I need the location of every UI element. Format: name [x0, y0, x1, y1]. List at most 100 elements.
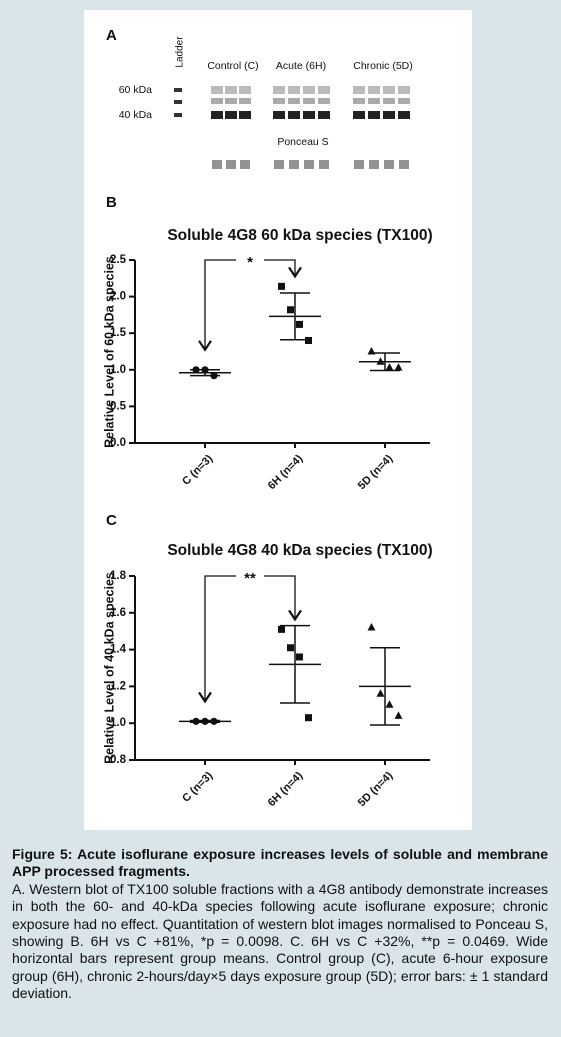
band: [273, 86, 285, 94]
band: [226, 160, 236, 169]
arrow-head: [288, 609, 302, 622]
data-point: [394, 363, 403, 371]
band: [383, 111, 395, 119]
group-label: Chronic (5D): [353, 60, 413, 72]
data-point: [287, 306, 294, 314]
significance: **: [244, 570, 256, 587]
band: [398, 111, 410, 119]
bracket: [204, 575, 236, 702]
band: [288, 86, 300, 94]
bracket: [264, 575, 296, 620]
chart-title: Soluble 4G8 60 kDa species (TX100): [167, 227, 432, 244]
group-label: Control (C): [207, 60, 258, 72]
band: [318, 98, 330, 104]
band: [383, 86, 395, 94]
band: [384, 160, 394, 169]
ladder-label: Ladder: [175, 36, 186, 68]
panel-label: C: [106, 512, 117, 529]
figure-panel: [84, 10, 472, 830]
data-point: [278, 625, 285, 633]
band: [353, 111, 365, 119]
band: [398, 86, 410, 94]
arrow-head: [198, 340, 212, 352]
y-tick-label: 0.8: [110, 754, 127, 766]
data-point: [287, 644, 294, 652]
data-point: [278, 282, 285, 290]
size-label: 60 kDa: [119, 84, 152, 96]
y-tick-label: 2.0: [110, 291, 126, 303]
band: [369, 160, 379, 169]
band: [225, 98, 237, 104]
data-point: [394, 711, 403, 719]
y-tick-label: 1.5: [110, 327, 127, 339]
band: [368, 111, 380, 119]
panel-label: B: [106, 194, 117, 211]
band: [303, 98, 315, 104]
band: [318, 111, 330, 119]
data-point: [385, 363, 394, 371]
band: [273, 111, 285, 119]
bracket: [204, 259, 236, 350]
chart-title: Soluble 4G8 40 kDa species (TX100): [167, 542, 432, 559]
band: [368, 98, 380, 104]
band: [353, 98, 365, 104]
band: [211, 86, 223, 94]
band: [303, 86, 315, 94]
y-tick-label: 2.5: [110, 254, 127, 266]
caption-body: A. Western blot of TX100 soluble fractio…: [12, 880, 548, 1002]
band: [303, 111, 315, 119]
data-point: [367, 623, 376, 631]
data-point: [296, 320, 303, 328]
blot-image: [174, 86, 410, 169]
band: [398, 98, 410, 104]
data-point: [296, 653, 303, 661]
band: [225, 86, 237, 94]
y-axis-label: Relative Level of 40 kDa species: [102, 572, 116, 764]
y-tick-label: 0.0: [110, 437, 126, 449]
band: [353, 86, 365, 94]
band: [288, 111, 300, 119]
caption-title: Figure 5: Acute isoflurane exposure incr…: [12, 846, 548, 880]
band: [240, 160, 250, 169]
band: [304, 160, 314, 169]
band: [211, 111, 223, 119]
group-label: Acute (6H): [276, 60, 326, 72]
y-tick-label: 1.0: [110, 364, 126, 376]
band: [319, 160, 329, 169]
y-tick-label: 1.8: [110, 570, 127, 582]
band: [239, 86, 251, 94]
band: [318, 86, 330, 94]
y-tick-label: 0.5: [110, 400, 127, 412]
band: [273, 98, 285, 104]
band: [354, 160, 364, 169]
significance: *: [247, 254, 253, 271]
data-point: [385, 700, 394, 708]
band: [383, 98, 395, 104]
y-tick-label: 1.4: [110, 644, 127, 656]
y-tick-label: 1.2: [110, 680, 126, 692]
band: [212, 160, 222, 169]
arrow-head: [288, 266, 302, 279]
arrow-head: [198, 691, 212, 704]
band: [211, 98, 223, 104]
band: [368, 86, 380, 94]
band: [225, 111, 237, 119]
band: [239, 111, 251, 119]
stain-label: Ponceau S: [277, 136, 328, 148]
data-point: [305, 714, 312, 722]
band: [289, 160, 299, 169]
band: [288, 98, 300, 104]
size-label: 40 kDa: [119, 109, 152, 121]
band: [274, 160, 284, 169]
band: [399, 160, 409, 169]
panel-label: A: [106, 27, 117, 44]
figure: A Ladder Control (C) Acute (6H) Chronic …: [84, 10, 472, 830]
y-tick-label: 1.6: [110, 607, 126, 619]
caption: Figure 5: Acute isoflurane exposure incr…: [12, 846, 548, 1003]
ladder-band: [174, 88, 182, 92]
band: [239, 98, 251, 104]
bracket: [264, 259, 296, 277]
data-point: [376, 689, 385, 697]
y-tick-label: 1.0: [110, 717, 126, 729]
